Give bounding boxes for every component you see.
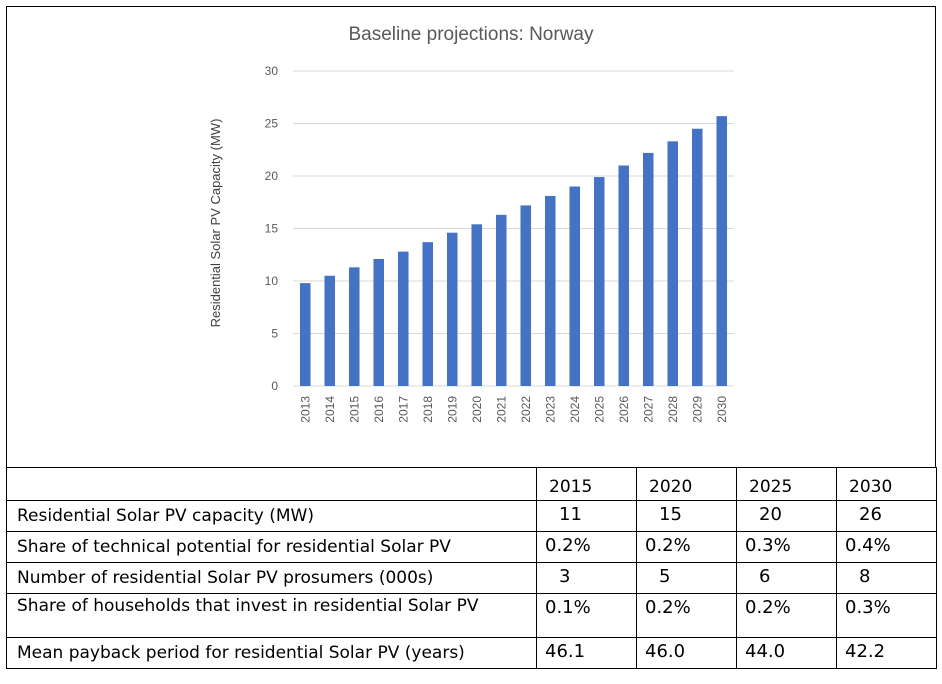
y-tick-label: 0 — [271, 379, 278, 393]
value-cell: 0.2% — [636, 593, 737, 638]
x-tick-label: 2028 — [666, 396, 680, 423]
value-cell: 0.2% — [636, 531, 737, 563]
x-tick-label: 2016 — [372, 396, 386, 423]
x-tick-label: 2025 — [592, 396, 606, 423]
year-header: 2020 — [636, 467, 737, 501]
x-tick-label: 2030 — [715, 396, 729, 423]
x-tick-label: 2019 — [445, 396, 459, 423]
y-tick-label: 5 — [271, 327, 278, 341]
x-tick-label: 2015 — [347, 396, 361, 423]
y-tick-label: 25 — [265, 117, 279, 131]
x-tick-label: 2027 — [641, 396, 655, 423]
value-cell: 3 — [536, 562, 637, 594]
table-row: Number of residential Solar PV prosumers… — [6, 562, 937, 594]
value-cell: 42.2 — [836, 637, 937, 669]
row-label: Number of residential Solar PV prosumers… — [6, 562, 537, 594]
x-tick-label: 2017 — [396, 396, 410, 423]
bar — [471, 224, 483, 386]
value-cell: 8 — [836, 562, 937, 594]
y-tick-label: 30 — [265, 64, 279, 78]
x-tick-labels: 2013 2014 2015 2016 2017 2018 2019 2020 2021 2022… — [298, 396, 729, 423]
y-tick-labels: 0 5 10 15 20 25 30 — [265, 64, 279, 393]
bar — [642, 152, 654, 386]
value-cell: 46.0 — [636, 637, 737, 669]
bar — [397, 251, 409, 386]
bar — [691, 128, 703, 386]
bar-chart: Baseline projections: Norway 05101520253… — [208, 24, 734, 423]
bars — [299, 116, 728, 387]
value-cell: 0.4% — [836, 531, 937, 563]
value-cell: 26 — [836, 500, 937, 532]
bar — [520, 205, 532, 386]
table-row: Residential Solar PV capacity (MW) 11 15 20… — [6, 500, 937, 532]
value-cell: 46.1 — [536, 637, 637, 669]
bar — [618, 165, 630, 386]
y-tick-label: 15 — [265, 222, 279, 236]
bar — [422, 242, 434, 386]
value-cell: 6 — [736, 562, 837, 594]
y-tick-label: 20 — [265, 169, 279, 183]
data-table: 2015 2020 2025 2030 Residential Solar PV cap… — [6, 467, 937, 669]
bar — [716, 116, 728, 387]
x-tick-label: 2029 — [690, 396, 704, 423]
bar — [667, 141, 679, 386]
bar — [324, 275, 336, 386]
x-tick-label: 2021 — [494, 396, 508, 423]
value-cell: 0.1% — [536, 593, 637, 638]
bar — [569, 186, 581, 386]
value-cell: 0.2% — [736, 593, 837, 638]
header-empty-cell — [6, 467, 537, 501]
bar — [348, 267, 360, 386]
table-row: Mean payback period for residential Sola… — [6, 637, 937, 669]
table-row: Share of households that invest in resid… — [6, 593, 937, 638]
row-label: Share of households that invest in resid… — [6, 593, 537, 638]
row-label: Residential Solar PV capacity (MW) — [6, 500, 537, 532]
value-cell: 11 — [536, 500, 637, 532]
x-tick-label: 2026 — [617, 396, 631, 423]
x-tick-label: 2014 — [323, 396, 337, 423]
year-header: 2030 — [836, 467, 937, 501]
year-header: 2025 — [736, 467, 837, 501]
y-tick-label: 10 — [265, 274, 279, 288]
value-cell: 44.0 — [736, 637, 837, 669]
x-tick-label: 2023 — [543, 396, 557, 423]
value-cell: 0.2% — [536, 531, 637, 563]
bar — [544, 195, 556, 386]
chart-title: Baseline projections: Norway — [348, 24, 594, 45]
bar — [299, 283, 311, 386]
year-header: 2015 — [536, 467, 637, 501]
x-tick-label: 2020 — [470, 396, 484, 423]
value-cell: 0.3% — [736, 531, 837, 563]
bar — [446, 232, 458, 386]
row-label: Mean payback period for residential Sola… — [6, 637, 537, 669]
y-axis-label: Residential Solar PV Capacity (MW) — [208, 119, 223, 328]
value-cell: 5 — [636, 562, 737, 594]
bar — [373, 258, 385, 386]
table-row: Share of technical potential for residen… — [6, 531, 937, 563]
chart-panel: Baseline projections: Norway 0 5 10 15 20 25 3… — [6, 6, 936, 468]
x-tick-label: 2022 — [519, 396, 533, 423]
x-tick-label: 2018 — [421, 396, 435, 423]
value-cell: 0.3% — [836, 593, 937, 638]
bar — [495, 214, 507, 386]
bar — [593, 177, 605, 386]
table-header-row: 2015 2020 2025 2030 — [6, 467, 937, 501]
row-label: Share of technical potential for residen… — [6, 531, 537, 563]
value-cell: 20 — [736, 500, 837, 532]
value-cell: 15 — [636, 500, 737, 532]
gridlines — [293, 70, 734, 387]
x-tick-label: 2024 — [568, 396, 582, 423]
x-tick-label: 2013 — [298, 396, 312, 423]
